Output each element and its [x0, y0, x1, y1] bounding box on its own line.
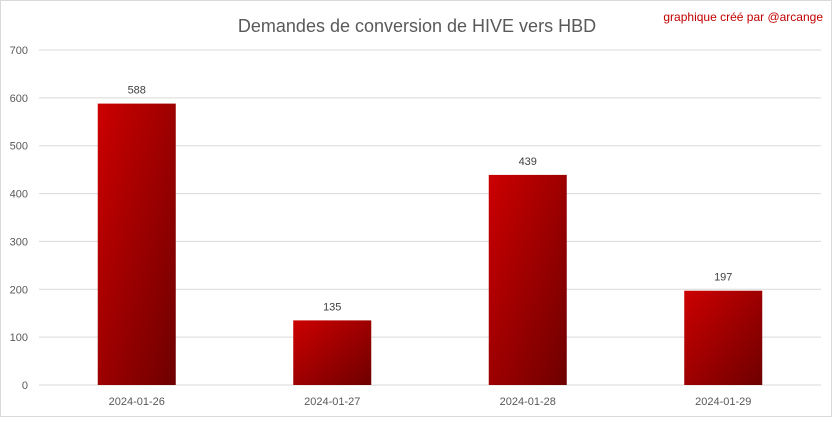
x-axis-ticks: 2024-01-26 2024-01-27 2024-01-28 2024-01-29: [109, 396, 752, 408]
x-tick-label: 2024-01-29: [695, 396, 751, 408]
bars: [97, 103, 763, 385]
bar-2024-01-28: [488, 174, 567, 385]
y-tick-label: 400: [10, 189, 28, 201]
y-tick-label: 600: [10, 93, 28, 105]
y-tick-label: 700: [10, 45, 28, 57]
y-tick-label: 0: [22, 380, 28, 392]
data-label: 135: [323, 301, 341, 313]
data-label: 588: [128, 85, 146, 97]
bar-2024-01-29: [684, 290, 763, 385]
y-tick-label: 300: [10, 236, 28, 248]
data-labels: 588 135 439 197: [128, 85, 733, 314]
y-tick-label: 100: [10, 332, 28, 344]
y-tick-label: 200: [10, 284, 28, 296]
chart-title: Demandes de conversion de HIVE vers HBD: [238, 16, 596, 36]
y-axis-ticks: 0 100 200 300 400 500 600 700: [10, 45, 28, 392]
data-label: 197: [714, 272, 732, 284]
bar-2024-01-26: [97, 103, 176, 385]
x-tick-label: 2024-01-26: [109, 396, 165, 408]
data-label: 439: [519, 156, 537, 168]
x-tick-label: 2024-01-28: [500, 396, 556, 408]
chart-credit: graphique créé par @arcange: [663, 10, 823, 24]
x-tick-label: 2024-01-27: [304, 396, 360, 408]
y-tick-label: 500: [10, 141, 28, 153]
bar-2024-01-27: [293, 320, 372, 385]
